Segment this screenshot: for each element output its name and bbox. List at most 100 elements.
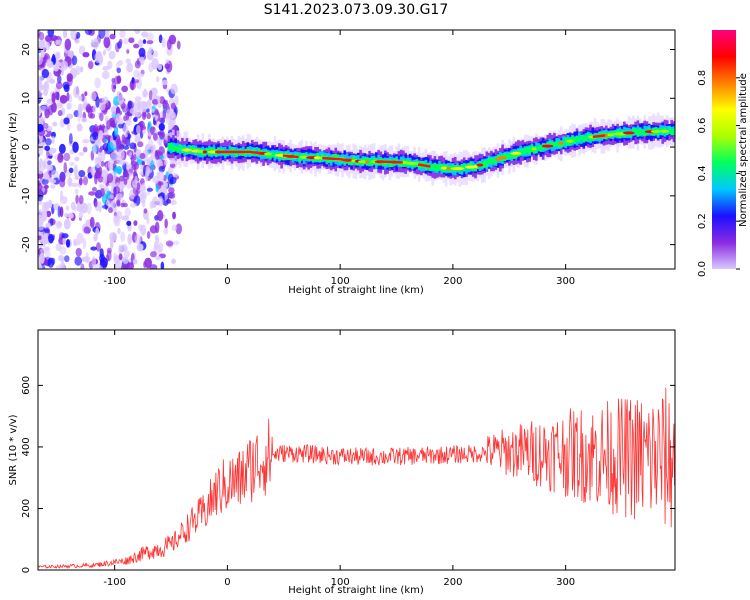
colorbar-tick-label: 0.2 [697, 213, 708, 229]
ridge-cell [519, 149, 522, 155]
noise-blob [137, 100, 145, 107]
ridge-peak [392, 160, 395, 164]
noise-blob [119, 159, 126, 166]
ridge-cell [230, 147, 234, 155]
spectrogram-x-ticks: -100 0 100 200 300 [103, 30, 575, 287]
noise-blob [108, 118, 114, 124]
ridge-hotspot [446, 167, 451, 171]
colorbar-tick-label: 0.4 [697, 165, 708, 181]
spectrogram-x-tick-label: 300 [556, 276, 575, 287]
ridge-cell [476, 163, 480, 170]
noise-blob [172, 240, 180, 246]
ridge-peak [387, 160, 390, 164]
noise-blob [43, 184, 49, 189]
ridge-peak [594, 135, 597, 138]
noise-blob [49, 179, 57, 184]
noise-blob [63, 162, 68, 174]
ridge-cell [327, 156, 331, 164]
noise-blob [154, 149, 160, 160]
noise-blob [66, 91, 70, 102]
noise-blob [60, 173, 66, 181]
ridge-cell [370, 159, 374, 167]
ridge-peak [400, 161, 403, 164]
noise-blob [126, 62, 133, 73]
noise-blob [162, 109, 167, 120]
ridge-hotspot [531, 147, 537, 151]
noise-blob [150, 126, 155, 135]
noise-blob [82, 237, 87, 250]
noise-blob [88, 61, 94, 70]
noise-blob [133, 43, 140, 49]
noise-blob [156, 210, 164, 222]
noise-blob [166, 39, 172, 50]
noise-blob [74, 39, 80, 44]
ridge-peak [390, 160, 393, 164]
noise-blob [94, 77, 101, 89]
noise-blob [45, 34, 52, 43]
noise-blob [160, 261, 165, 269]
noise-blob [113, 186, 120, 195]
noise-blob [143, 101, 149, 108]
ridge-cell [539, 144, 543, 152]
ridge-peak [225, 150, 228, 154]
noise-blob [134, 175, 138, 184]
noise-blob [77, 111, 81, 123]
ridge-cell [523, 147, 527, 155]
ridge-peak [220, 150, 223, 154]
noise-blob [121, 134, 126, 143]
noise-blob [130, 202, 137, 208]
noise-blob [51, 131, 56, 139]
noise-blob [131, 164, 137, 171]
ridge-peak [601, 134, 604, 137]
noise-blob [109, 194, 114, 200]
noise-blob [125, 58, 131, 64]
noise-blob [64, 255, 70, 263]
noise-blob [47, 30, 55, 37]
noise-blob [135, 111, 142, 118]
noise-blob [117, 227, 121, 235]
noise-blob [82, 51, 90, 58]
noise-blob [59, 94, 68, 104]
spectrogram-y-tick-label: -10 [21, 188, 32, 204]
ridge-cell [435, 164, 439, 172]
noise-blob [92, 145, 97, 155]
noise-blob [63, 218, 71, 230]
ridge-cell [512, 151, 516, 159]
noise-blob [134, 60, 141, 69]
noise-blob [73, 241, 81, 246]
noise-blob [146, 187, 154, 192]
noise-blob [80, 103, 86, 111]
noise-blob [157, 181, 164, 186]
noise-blob [63, 117, 70, 125]
ridge-peak [344, 158, 347, 162]
noise-blob [38, 264, 43, 269]
ridge-peak [330, 157, 333, 160]
ridge-cell [429, 164, 432, 171]
ridge-cell [390, 159, 394, 168]
noise-blob [121, 215, 129, 221]
noise-blob [38, 254, 41, 266]
ridge-peak [254, 151, 257, 154]
noise-blob [39, 234, 48, 242]
noise-blob [126, 119, 132, 126]
noise-blob [123, 178, 128, 185]
noise-blob [109, 121, 116, 128]
ridge-cell [490, 157, 493, 165]
ridge-peak [235, 150, 238, 154]
noise-blob [89, 216, 95, 228]
noise-blob [146, 40, 154, 45]
noise-blob [86, 104, 92, 113]
noise-blob [66, 73, 73, 82]
noise-blob [78, 195, 84, 205]
ridge-peak [242, 150, 245, 154]
figure-title: S141.2023.073.09.30.G17 [264, 2, 449, 18]
noise-blob [43, 122, 49, 130]
ridge-hotspot [566, 139, 574, 143]
noise-blob [50, 184, 56, 189]
ridge-peak [342, 158, 345, 161]
noise-blob [139, 152, 146, 160]
noise-blob [129, 142, 137, 150]
noise-blob [60, 60, 68, 71]
noise-blob [57, 110, 63, 117]
